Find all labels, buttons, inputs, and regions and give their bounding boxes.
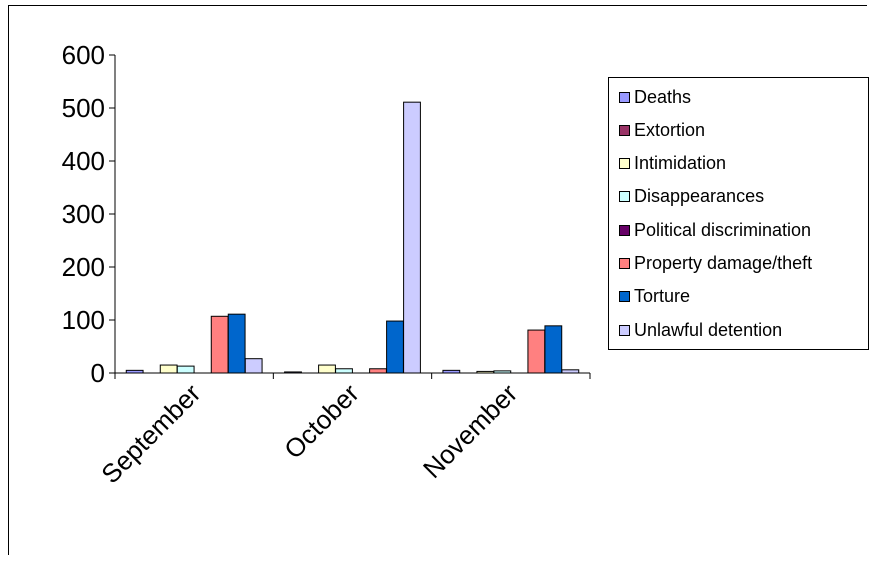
legend-swatch (619, 324, 630, 336)
legend-swatch (619, 91, 630, 103)
bars (125, 101, 580, 374)
y-tick-label: 600 (62, 40, 105, 70)
x-tick-label: October (278, 378, 365, 465)
legend: Deaths Extortion Intimidation Disappearance… (608, 77, 869, 350)
chart-frame (8, 5, 867, 555)
legend-item: Unlawful detention (619, 320, 782, 340)
legend-item: Political discrimination (619, 220, 811, 240)
legend-item: Extortion (619, 120, 705, 140)
legend-swatch (619, 258, 630, 269)
bar-torture-october (386, 320, 404, 374)
legend-label: Property damage/theft (634, 253, 813, 273)
legend-swatch (619, 191, 630, 203)
bar-deaths-november (442, 369, 461, 374)
y-axis: 0 100 200 300 400 500 600 (62, 40, 116, 388)
legend-item: Deaths (619, 87, 691, 107)
y-tick-label: 500 (62, 93, 105, 123)
x-tick-label: November (417, 378, 523, 484)
legend-swatch (619, 291, 630, 303)
bar-deaths-september (125, 369, 144, 374)
legend-label: Deaths (634, 86, 692, 107)
bar-property-damage-theft-october (369, 368, 387, 374)
bar-unlawful-detention-november (561, 369, 580, 374)
legend-label: Torture (634, 286, 691, 307)
y-tick-label: 200 (62, 252, 105, 282)
bar-unlawful-detention-october (403, 101, 421, 374)
legend-label: Extortion (634, 119, 706, 140)
bar-unlawful-detention-september (244, 358, 263, 374)
bar-property-damage-theft-november (527, 329, 546, 374)
bar-intimidation-november (476, 370, 495, 374)
legend-item: Intimidation (619, 153, 727, 174)
bar-intimidation-september (159, 364, 178, 374)
bar-deaths-october (284, 371, 302, 374)
y-tick-label: 300 (62, 199, 105, 229)
x-tick-label: September (95, 378, 206, 489)
legend-label: Disappearances (634, 186, 765, 207)
y-tick-label: 400 (62, 146, 105, 176)
bar-torture-november (544, 325, 563, 374)
legend-item: Torture (619, 286, 691, 307)
legend-label: Intimidation (634, 153, 727, 174)
legend-swatch (619, 158, 630, 170)
legend-swatch (619, 124, 630, 136)
bar-disappearances-september (176, 365, 195, 374)
legend-label: Unlawful detention (634, 319, 783, 340)
y-tick-label: 100 (62, 305, 105, 335)
legend-item: Disappearances (619, 186, 765, 207)
bar-disappearances-november (493, 370, 512, 374)
legend-swatch (619, 224, 630, 236)
legend-label: Political discrimination (634, 219, 812, 240)
bar-disappearances-october (335, 368, 353, 374)
bar-property-damage-theft-september (210, 315, 229, 374)
bar-intimidation-october (318, 364, 336, 374)
legend-item: Property damage/theft (619, 253, 813, 274)
y-tick-label: 0 (91, 358, 105, 388)
x-axis: September October November (95, 372, 591, 489)
bar-torture-september (227, 313, 246, 374)
